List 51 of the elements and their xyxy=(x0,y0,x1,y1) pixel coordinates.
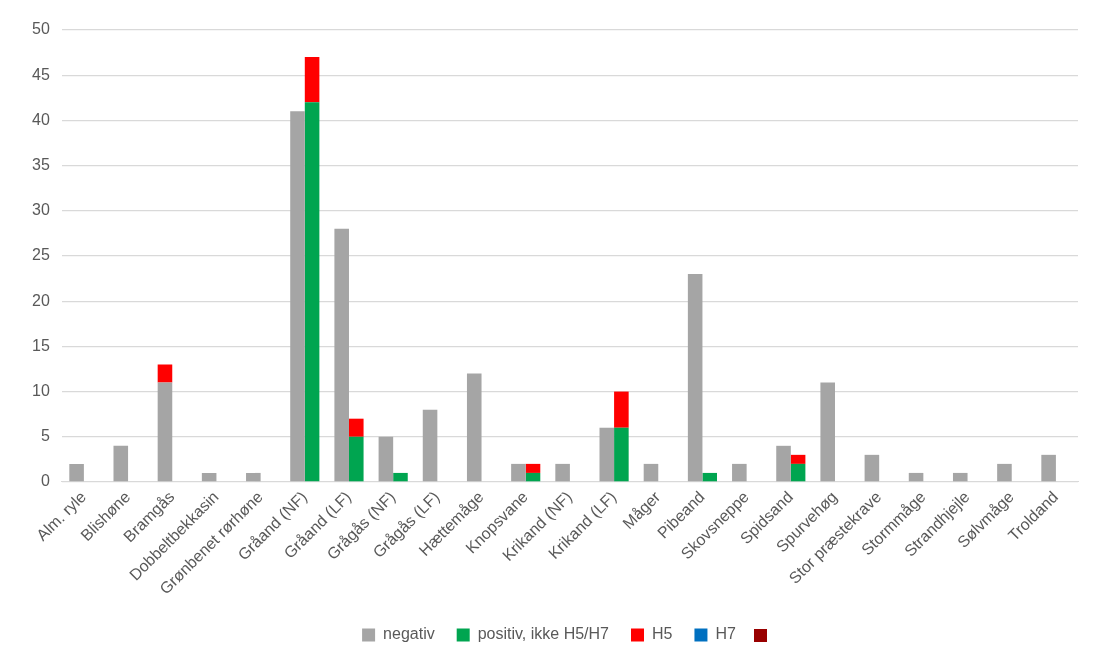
bar xyxy=(614,427,629,482)
bar xyxy=(952,472,968,482)
bar xyxy=(1041,454,1056,482)
bar xyxy=(348,418,364,437)
bar xyxy=(393,472,408,482)
bar xyxy=(643,463,659,482)
bar xyxy=(702,472,718,482)
y-tick-label: 50 xyxy=(32,20,50,38)
bar xyxy=(157,364,173,383)
bar xyxy=(201,472,217,482)
bar xyxy=(599,427,615,482)
bar xyxy=(908,472,924,482)
bar xyxy=(511,463,526,482)
bar xyxy=(378,436,394,482)
legend-label: positiv, ikke H5/H7 xyxy=(477,625,610,643)
y-tick-label: 30 xyxy=(32,201,50,219)
bar xyxy=(614,391,629,428)
bar xyxy=(864,454,880,482)
bar xyxy=(820,382,835,482)
y-tick-label: 5 xyxy=(40,427,50,445)
bar xyxy=(304,57,320,103)
bar xyxy=(997,463,1012,482)
bar xyxy=(555,463,570,482)
bar xyxy=(334,228,349,482)
bar xyxy=(348,436,364,482)
legend-label: H5 xyxy=(652,625,673,643)
bar xyxy=(525,463,541,473)
bar xyxy=(304,102,320,482)
y-tick-label: 10 xyxy=(32,381,50,399)
bar xyxy=(246,472,261,482)
y-tick-label: 40 xyxy=(32,110,50,128)
bar xyxy=(157,382,173,482)
y-tick-label: 25 xyxy=(32,246,50,264)
bar xyxy=(776,445,791,482)
bar xyxy=(525,472,541,482)
legend-label: H7 xyxy=(715,625,736,643)
bar xyxy=(466,373,482,482)
bar xyxy=(732,463,747,482)
y-tick-label: 20 xyxy=(32,291,50,309)
legend-label: negativ xyxy=(383,625,435,643)
bar xyxy=(687,274,703,482)
bar xyxy=(790,454,806,464)
bar xyxy=(113,445,129,482)
y-tick-label: 15 xyxy=(32,336,50,354)
bar xyxy=(290,111,305,482)
bar xyxy=(422,409,438,482)
bar xyxy=(790,463,806,482)
bar xyxy=(69,463,84,482)
y-tick-label: 35 xyxy=(32,156,50,173)
y-tick-label: 45 xyxy=(32,65,50,83)
y-tick-label: 0 xyxy=(40,472,50,490)
